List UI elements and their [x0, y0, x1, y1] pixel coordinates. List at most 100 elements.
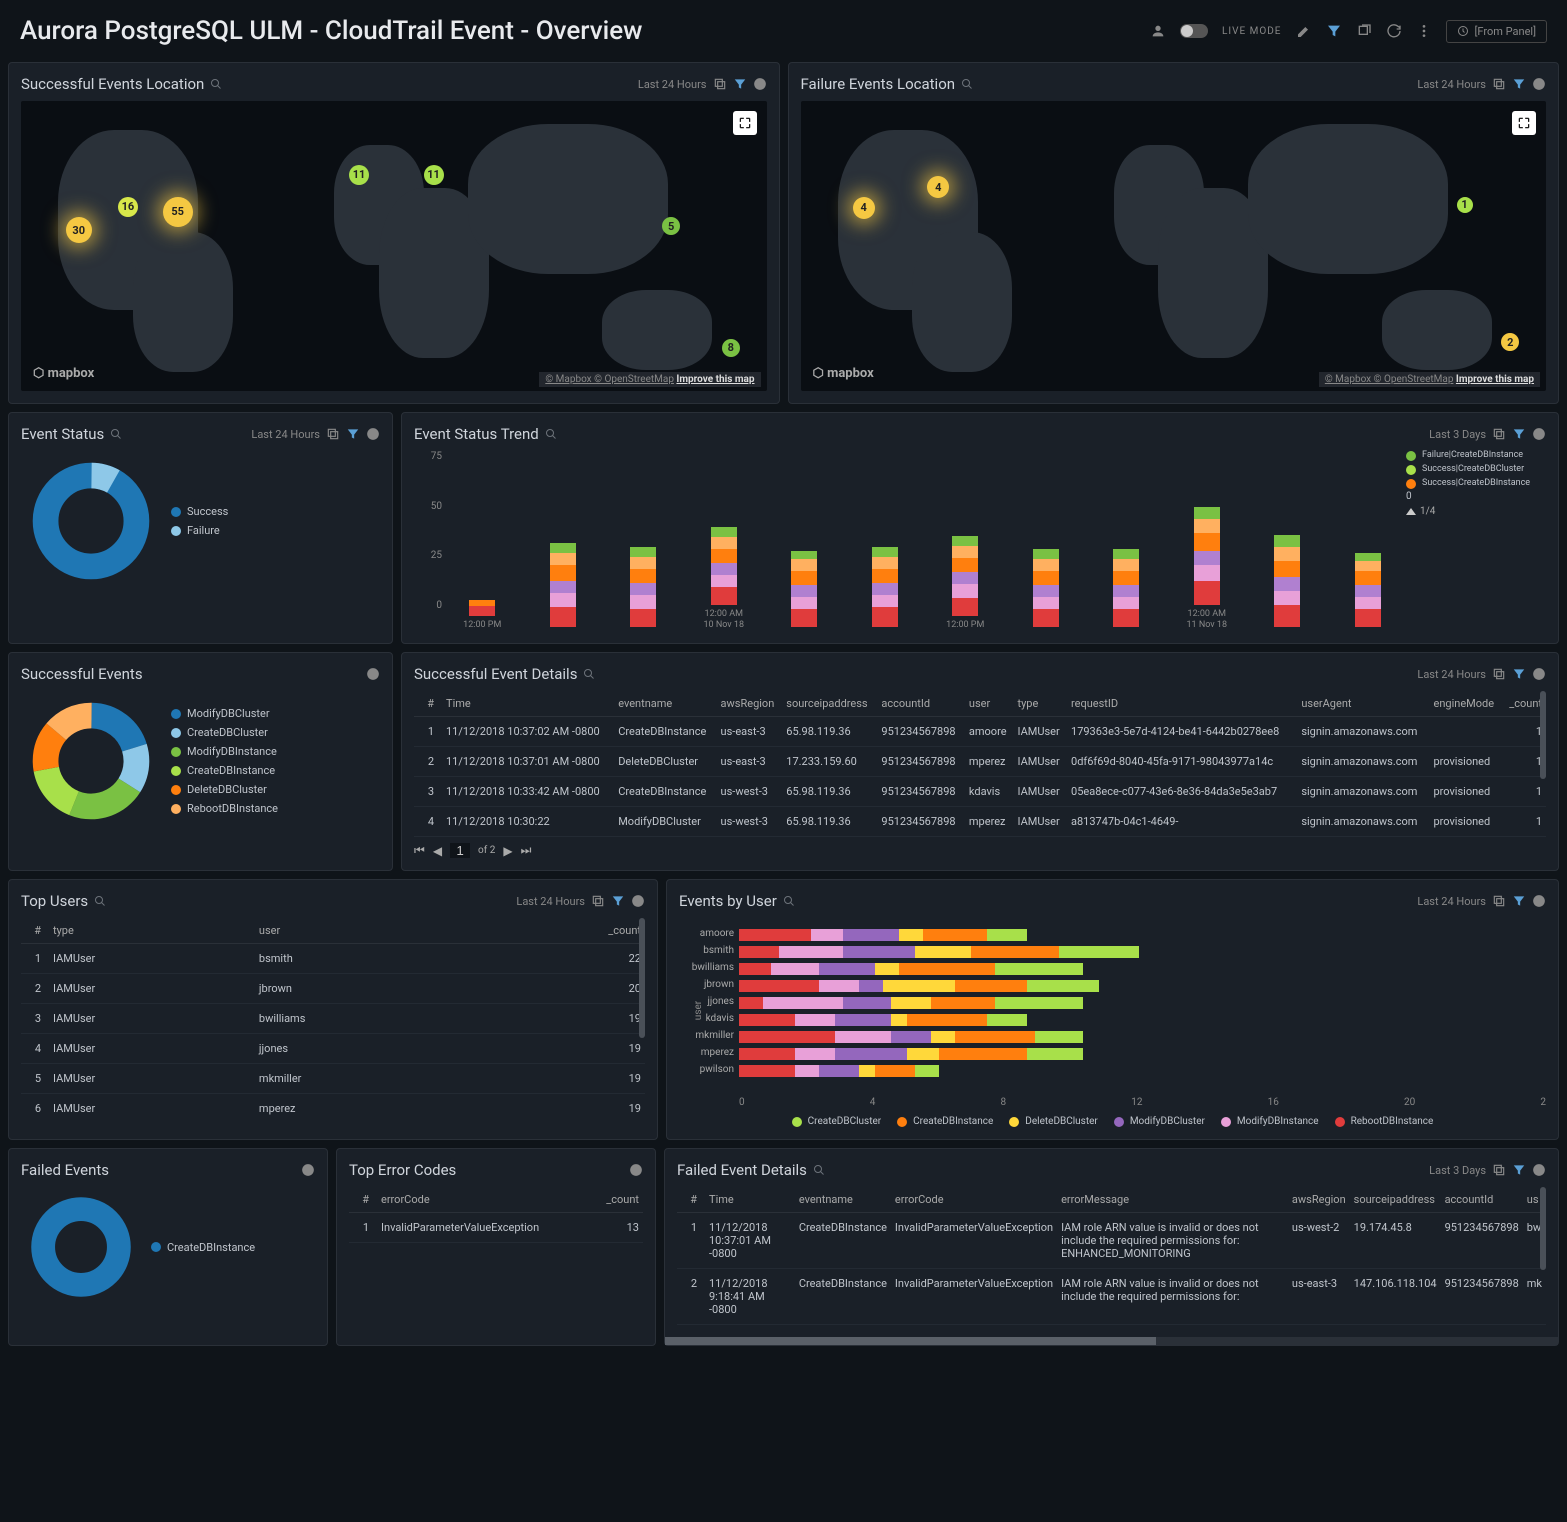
map-bubble[interactable]: 55 [163, 197, 193, 227]
info-icon[interactable] [366, 427, 380, 441]
world-map[interactable]: ⬡ mapbox © Mapbox © OpenStreetMap Improv… [21, 101, 767, 391]
table-row[interactable]: 111/12/2018 10:37:01 AM -0800CreateDBIns… [677, 1213, 1546, 1269]
table-row[interactable]: 1InvalidParameterValueException13 [349, 1213, 643, 1243]
info-icon[interactable] [1532, 667, 1546, 681]
legend-item[interactable]: Success|CreateDBInstance [1406, 479, 1546, 489]
map-bubble[interactable]: 2 [1501, 333, 1519, 351]
map-bubble[interactable]: 5 [662, 217, 680, 235]
legend-item[interactable]: ModifyDBCluster [1114, 1116, 1205, 1127]
map-attribution[interactable]: © Mapbox © OpenStreetMap Improve this ma… [539, 372, 760, 387]
expand-icon[interactable] [733, 111, 757, 135]
legend-item[interactable]: ModifyDBInstance [1221, 1116, 1319, 1127]
legend-item[interactable]: Success|CreateDBCluster [1406, 465, 1546, 475]
copy-icon[interactable] [1492, 1163, 1506, 1177]
table-row[interactable]: 1IAMUserbsmith22 [21, 944, 645, 974]
panel-event-status: Event Status Last 24 Hours SuccessFailur… [8, 412, 393, 644]
legend-item[interactable]: CreateDBCluster [171, 726, 278, 739]
table-pager[interactable]: ⏮ ◀ of 2 ▶ ⏭ [414, 843, 1546, 858]
map-bubble[interactable]: 1 [1457, 197, 1473, 213]
search-icon[interactable] [813, 1164, 825, 1176]
map-bubble[interactable]: 30 [66, 217, 92, 243]
table-row[interactable]: 211/12/2018 10:37:01 AM -0800DeleteDBClu… [414, 747, 1546, 777]
page-input[interactable] [450, 843, 470, 858]
legend-item[interactable]: CreateDBInstance [171, 764, 278, 777]
legend-item[interactable]: Success [171, 505, 228, 518]
table-row[interactable]: 311/12/2018 10:33:42 AM -0800CreateDBIns… [414, 777, 1546, 807]
info-icon[interactable] [1532, 894, 1546, 908]
search-icon[interactable] [94, 895, 106, 907]
search-icon[interactable] [583, 668, 595, 680]
legend-item[interactable]: Failure [171, 524, 228, 537]
info-icon[interactable] [629, 1163, 643, 1177]
legend-item[interactable]: ModifyDBCluster [171, 707, 278, 720]
legend-item[interactable]: DeleteDBCluster [1009, 1116, 1098, 1127]
legend-item[interactable]: Failure|CreateDBInstance [1406, 451, 1546, 461]
copy-icon[interactable] [1492, 894, 1506, 908]
prev-page-icon[interactable]: ◀ [433, 844, 442, 858]
copy-icon[interactable] [326, 427, 340, 441]
legend-item[interactable]: ModifyDBInstance [171, 745, 278, 758]
horizontal-scrollbar[interactable] [665, 1337, 1558, 1345]
info-icon[interactable] [1532, 77, 1546, 91]
filter-icon[interactable] [1512, 894, 1526, 908]
filter-icon[interactable] [1512, 427, 1526, 441]
table-row[interactable]: 3IAMUserbwilliams19 [21, 1004, 645, 1034]
table-row[interactable]: 411/12/2018 10:30:22ModifyDBClusterus-we… [414, 807, 1546, 837]
legend-item[interactable]: RebootDBInstance [1335, 1116, 1434, 1127]
filter-icon[interactable] [346, 427, 360, 441]
info-icon[interactable] [301, 1163, 315, 1177]
info-icon[interactable] [753, 77, 767, 91]
share-icon[interactable] [1356, 23, 1372, 39]
map-bubble[interactable]: 4 [853, 197, 875, 219]
legend-item[interactable]: DeleteDBCluster [171, 783, 278, 796]
copy-icon[interactable] [591, 894, 605, 908]
first-page-icon[interactable]: ⏮ [414, 843, 425, 858]
table-row[interactable]: 2IAMUserjbrown20 [21, 974, 645, 1004]
filter-icon[interactable] [733, 77, 747, 91]
edit-icon[interactable] [1296, 23, 1312, 39]
filter-icon[interactable] [1326, 23, 1342, 39]
next-page-icon[interactable]: ▶ [503, 844, 512, 858]
world-map[interactable]: ⬡ mapbox © Mapbox © OpenStreetMap Improv… [801, 101, 1547, 391]
search-icon[interactable] [961, 78, 973, 90]
legend-item[interactable]: CreateDBInstance [151, 1241, 255, 1254]
live-toggle[interactable] [1180, 24, 1208, 38]
map-bubble[interactable]: 8 [722, 339, 740, 357]
info-icon[interactable] [1532, 427, 1546, 441]
map-attribution[interactable]: © Mapbox © OpenStreetMap Improve this ma… [1319, 372, 1540, 387]
copy-icon[interactable] [1492, 667, 1506, 681]
info-icon[interactable] [631, 894, 645, 908]
last-page-icon[interactable]: ⏭ [521, 843, 532, 858]
map-bubble[interactable]: 11 [349, 165, 369, 185]
more-icon[interactable] [1416, 23, 1432, 39]
legend-item[interactable]: RebootDBInstance [171, 802, 278, 815]
refresh-icon[interactable] [1386, 23, 1402, 39]
search-icon[interactable] [783, 895, 795, 907]
filter-icon[interactable] [1512, 667, 1526, 681]
legend: Success Failure [171, 505, 228, 537]
legend-pager[interactable]: 1/4 [1406, 506, 1546, 517]
info-icon[interactable] [366, 667, 380, 681]
table-row[interactable]: 6IAMUsermperez19 [21, 1094, 645, 1119]
map-bubble[interactable]: 16 [118, 197, 138, 217]
panel-failure-map: Failure Events Location Last 24 Hours ⬡ … [788, 62, 1560, 404]
filter-icon[interactable] [611, 894, 625, 908]
map-bubble[interactable]: 11 [424, 165, 444, 185]
search-icon[interactable] [210, 78, 222, 90]
expand-icon[interactable] [1512, 111, 1536, 135]
info-icon[interactable] [1532, 1163, 1546, 1177]
legend-item[interactable]: CreateDBInstance [897, 1116, 993, 1127]
copy-icon[interactable] [1492, 427, 1506, 441]
table-row[interactable]: 5IAMUsermkmiller19 [21, 1064, 645, 1094]
search-icon[interactable] [110, 428, 122, 440]
from-panel-button[interactable]: [From Panel] [1446, 20, 1548, 43]
copy-icon[interactable] [713, 77, 727, 91]
table-row[interactable]: 211/12/2018 9:18:41 AM -0800CreateDBInst… [677, 1269, 1546, 1325]
legend-item[interactable]: CreateDBCluster [792, 1116, 882, 1127]
table-row[interactable]: 111/12/2018 10:37:02 AM -0800CreateDBIns… [414, 717, 1546, 747]
table-row[interactable]: 4IAMUserjjones19 [21, 1034, 645, 1064]
filter-icon[interactable] [1512, 77, 1526, 91]
search-icon[interactable] [545, 428, 557, 440]
copy-icon[interactable] [1492, 77, 1506, 91]
filter-icon[interactable] [1512, 1163, 1526, 1177]
